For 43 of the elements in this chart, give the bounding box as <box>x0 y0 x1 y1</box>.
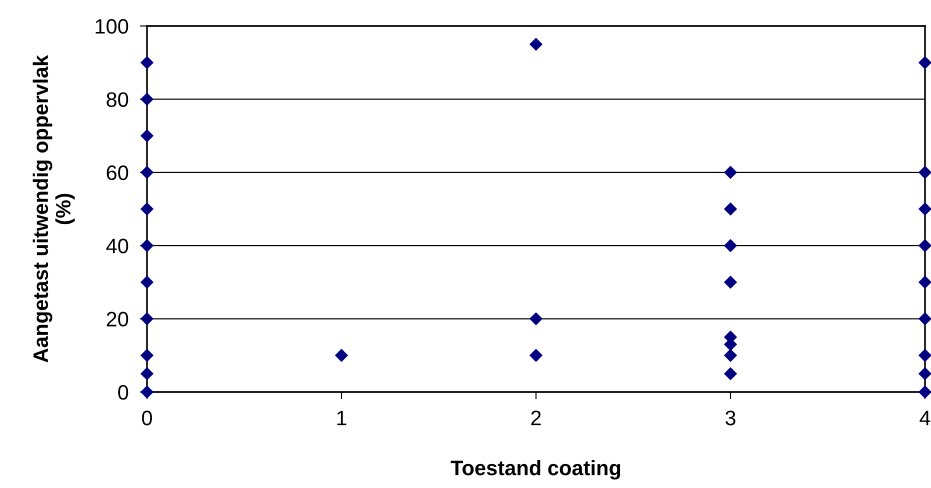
point <box>724 276 738 289</box>
y-tick-label: 0 <box>118 385 128 400</box>
point <box>140 312 154 326</box>
x-tick-label: 0 <box>142 410 152 426</box>
point <box>724 239 738 252</box>
point <box>918 312 931 326</box>
point <box>918 276 931 289</box>
x-tick-label: 1 <box>337 410 346 426</box>
point <box>724 348 738 362</box>
x-tick-label: 4 <box>920 410 930 426</box>
y-tick-label: 60 <box>106 165 128 180</box>
point <box>140 367 154 380</box>
point <box>918 348 931 362</box>
point <box>140 202 154 216</box>
point <box>140 166 154 179</box>
point <box>724 367 738 380</box>
point <box>724 202 738 216</box>
y-axis-title: Aangetast uitwendig oppervlak (%) <box>32 55 75 362</box>
x-tick-label: 2 <box>531 410 541 426</box>
point <box>918 367 931 380</box>
y-tick-label: 100 <box>96 19 128 34</box>
point <box>918 56 931 70</box>
point <box>140 348 154 362</box>
point <box>140 385 154 399</box>
point <box>724 166 738 179</box>
x-tick-label: 3 <box>726 410 736 426</box>
point <box>334 348 348 362</box>
point <box>529 312 543 326</box>
point <box>140 92 154 106</box>
point <box>529 38 543 51</box>
y-tick-label: 20 <box>106 312 128 327</box>
point <box>918 239 931 252</box>
point <box>140 239 154 252</box>
y-tick-label: 80 <box>106 92 128 107</box>
point <box>918 166 931 179</box>
point <box>918 385 931 399</box>
point <box>140 129 154 142</box>
y-tick-label: 40 <box>106 238 128 254</box>
point <box>140 276 154 289</box>
x-axis-title: Toestand coating <box>450 460 620 480</box>
point <box>529 348 543 362</box>
point <box>140 56 154 70</box>
point <box>918 202 931 216</box>
